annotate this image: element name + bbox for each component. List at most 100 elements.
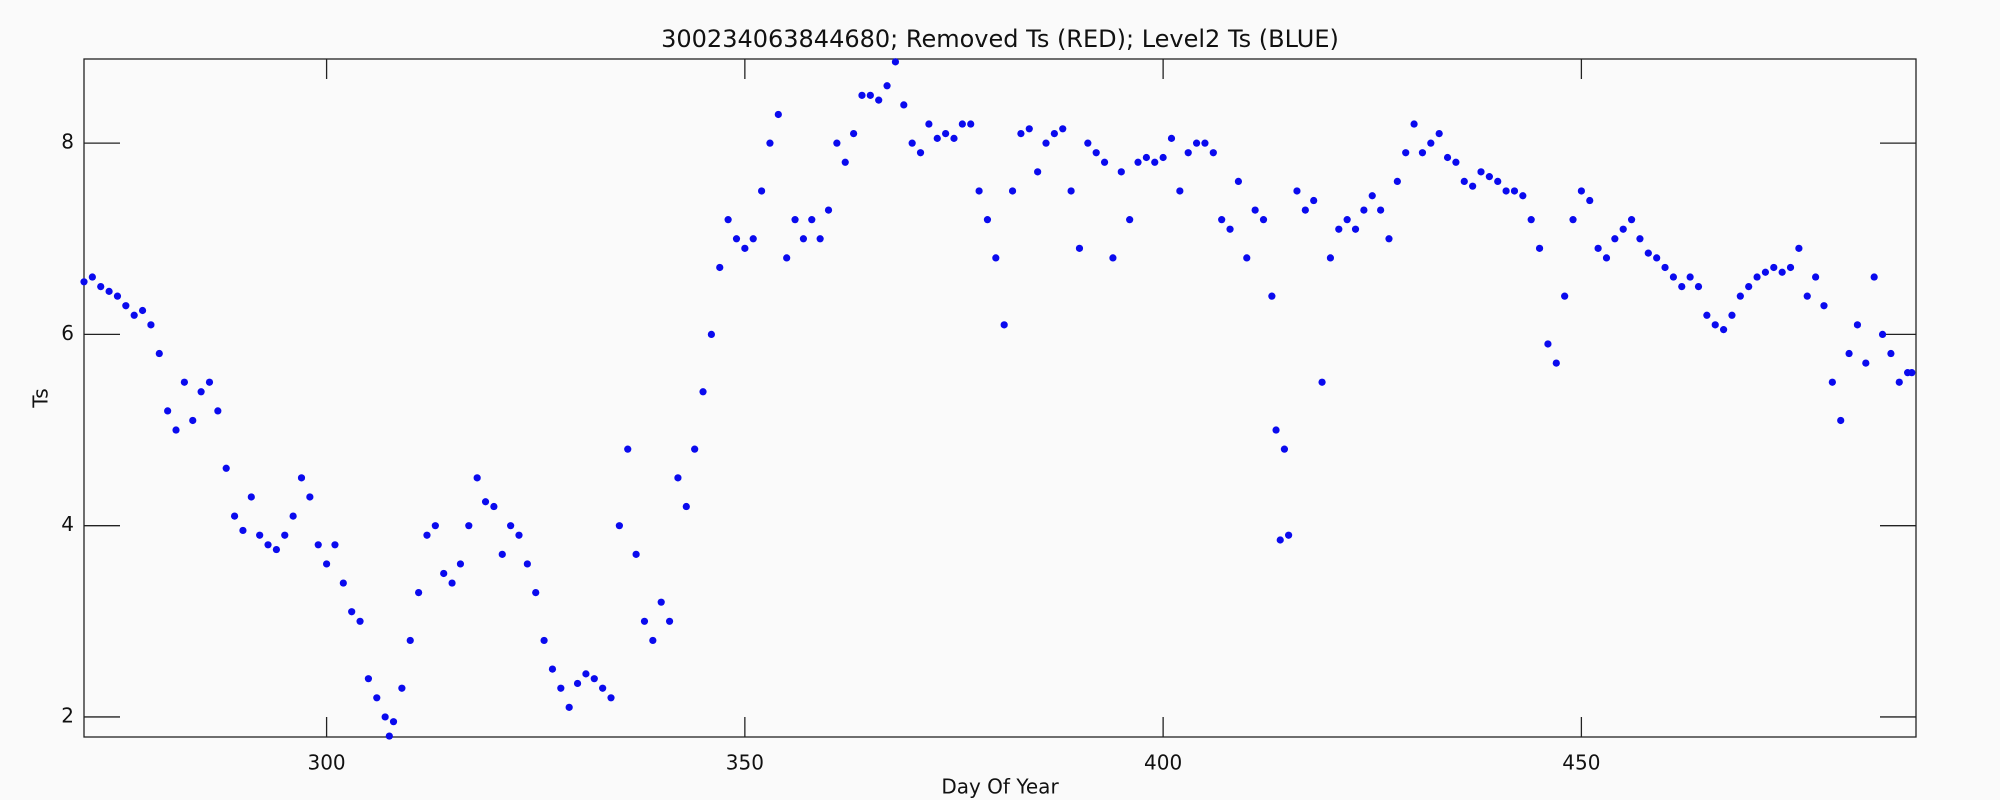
- data-point: [1335, 225, 1343, 233]
- data-point: [356, 617, 364, 625]
- plot-frame: [83, 58, 1917, 738]
- data-point: [900, 101, 908, 109]
- data-point: [339, 579, 347, 587]
- data-point: [850, 129, 858, 138]
- data-point: [1594, 244, 1602, 252]
- data-point: [189, 416, 197, 425]
- data-point: [1393, 177, 1401, 186]
- data-point: [164, 407, 172, 415]
- data-point: [766, 139, 774, 147]
- data-point: [1184, 149, 1192, 157]
- data-point: [523, 560, 531, 568]
- data-point: [1368, 192, 1376, 200]
- data-point: [1711, 321, 1719, 329]
- data-point: [1176, 187, 1184, 195]
- data-point: [783, 254, 791, 262]
- data-point: [364, 675, 373, 683]
- data-point: [214, 407, 222, 415]
- data-point: [724, 216, 732, 224]
- data-point: [1460, 177, 1468, 186]
- data-point: [1661, 263, 1669, 272]
- data-point: [1276, 536, 1284, 544]
- data-point: [1343, 216, 1351, 224]
- data-point: [532, 589, 540, 597]
- data-point: [1159, 153, 1167, 162]
- data-point: [448, 579, 456, 587]
- data-point: [1627, 216, 1636, 224]
- data-point: [1786, 263, 1795, 272]
- data-point: [590, 675, 598, 683]
- data-point: [398, 684, 406, 692]
- data-point: [1109, 254, 1117, 262]
- data-point: [808, 216, 816, 224]
- data-point: [1828, 378, 1836, 386]
- x-tick-label: 300: [307, 751, 345, 775]
- data-point: [1619, 225, 1627, 233]
- data-point: [1134, 158, 1142, 166]
- data-point: [841, 158, 849, 166]
- data-point: [507, 522, 515, 530]
- data-point: [1678, 282, 1686, 291]
- data-point: [1059, 125, 1067, 133]
- data-point: [515, 531, 523, 539]
- data-point: [1280, 445, 1289, 453]
- data-point: [983, 216, 992, 224]
- data-point: [833, 139, 841, 147]
- data-point: [113, 292, 122, 300]
- data-point: [1703, 311, 1711, 319]
- data-point: [674, 474, 682, 482]
- data-point: [1243, 254, 1251, 262]
- data-point: [385, 732, 393, 740]
- data-point: [415, 589, 423, 597]
- y-tick-label: 4: [61, 512, 74, 536]
- data-point: [1050, 129, 1058, 138]
- data-point: [322, 560, 331, 568]
- data-point: [1042, 139, 1050, 147]
- data-point: [1686, 273, 1694, 281]
- data-point: [440, 569, 448, 578]
- data-point: [1075, 244, 1084, 252]
- data-point: [1745, 282, 1753, 291]
- data-point: [1272, 426, 1280, 434]
- data-point: [130, 311, 138, 319]
- data-point: [599, 684, 607, 692]
- data-point: [1427, 139, 1435, 147]
- data-point: [1753, 273, 1761, 281]
- data-point: [481, 498, 490, 506]
- data-point: [1100, 158, 1109, 166]
- data-point: [1000, 321, 1008, 329]
- data-point: [1385, 235, 1393, 243]
- x-tick-label: 450: [1562, 751, 1600, 775]
- data-point: [1586, 196, 1594, 205]
- data-point: [1435, 129, 1443, 138]
- data-point: [1017, 129, 1025, 138]
- data-point: [1853, 321, 1862, 329]
- data-point: [456, 560, 465, 568]
- data-point: [1694, 282, 1703, 291]
- data-point: [406, 636, 414, 645]
- data-point: [1569, 216, 1577, 224]
- data-point: [866, 91, 874, 99]
- data-point: [707, 330, 715, 339]
- data-point: [1561, 292, 1569, 300]
- data-point: [791, 216, 799, 224]
- data-point: [1034, 168, 1042, 176]
- data-point: [1602, 254, 1611, 262]
- data-point: [105, 287, 113, 295]
- data-point: [1519, 192, 1527, 200]
- data-point: [1318, 378, 1326, 386]
- data-point: [1653, 254, 1661, 262]
- data-point: [1209, 149, 1217, 157]
- data-point: [1908, 369, 1916, 377]
- data-point: [958, 120, 966, 128]
- data-point: [281, 531, 289, 539]
- data-point: [632, 550, 640, 558]
- data-point: [1812, 273, 1820, 281]
- data-point: [1092, 149, 1100, 157]
- data-point: [607, 694, 615, 702]
- data-point: [741, 244, 749, 252]
- data-point: [883, 82, 891, 90]
- data-point: [1234, 177, 1243, 186]
- data-point: [1795, 244, 1803, 252]
